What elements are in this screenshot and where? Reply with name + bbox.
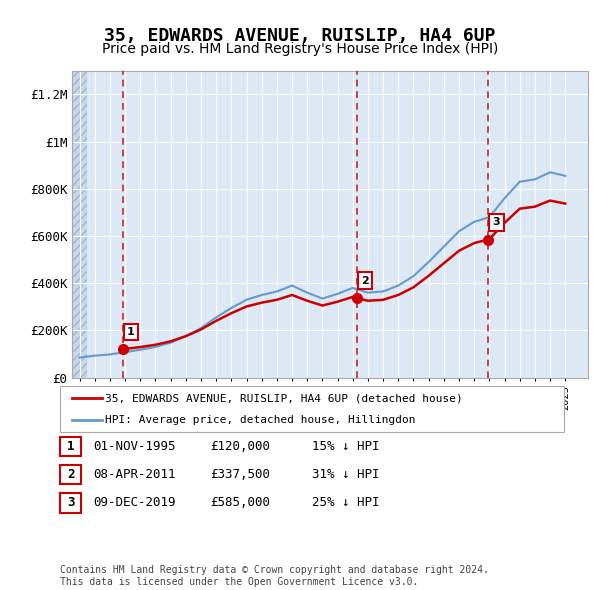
Text: 1: 1 <box>67 440 74 453</box>
Text: 08-APR-2011: 08-APR-2011 <box>93 468 176 481</box>
Text: 25% ↓ HPI: 25% ↓ HPI <box>312 496 380 509</box>
Text: 35, EDWARDS AVENUE, RUISLIP, HA4 6UP (detached house): 35, EDWARDS AVENUE, RUISLIP, HA4 6UP (de… <box>105 394 463 403</box>
Text: Contains HM Land Registry data © Crown copyright and database right 2024.
This d: Contains HM Land Registry data © Crown c… <box>60 565 489 587</box>
Text: Price paid vs. HM Land Registry's House Price Index (HPI): Price paid vs. HM Land Registry's House … <box>102 42 498 57</box>
Bar <box>72 71 87 378</box>
Text: 35, EDWARDS AVENUE, RUISLIP, HA4 6UP: 35, EDWARDS AVENUE, RUISLIP, HA4 6UP <box>104 27 496 45</box>
Text: £337,500: £337,500 <box>210 468 270 481</box>
Text: 2: 2 <box>67 468 74 481</box>
Text: 3: 3 <box>67 496 74 509</box>
Text: 01-NOV-1995: 01-NOV-1995 <box>93 440 176 453</box>
Text: 2: 2 <box>361 276 369 286</box>
Text: 09-DEC-2019: 09-DEC-2019 <box>93 496 176 509</box>
Text: HPI: Average price, detached house, Hillingdon: HPI: Average price, detached house, Hill… <box>91 414 419 427</box>
Text: £585,000: £585,000 <box>210 496 270 509</box>
Text: £120,000: £120,000 <box>210 440 270 453</box>
Text: 35, EDWARDS AVENUE, RUISLIP, HA4 6UP (detached house): 35, EDWARDS AVENUE, RUISLIP, HA4 6UP (de… <box>91 391 469 404</box>
Text: 31% ↓ HPI: 31% ↓ HPI <box>312 468 380 481</box>
Text: 15% ↓ HPI: 15% ↓ HPI <box>312 440 380 453</box>
Text: HPI: Average price, detached house, Hillingdon: HPI: Average price, detached house, Hill… <box>105 415 415 425</box>
Text: 3: 3 <box>493 217 500 227</box>
Text: 1: 1 <box>127 327 135 337</box>
